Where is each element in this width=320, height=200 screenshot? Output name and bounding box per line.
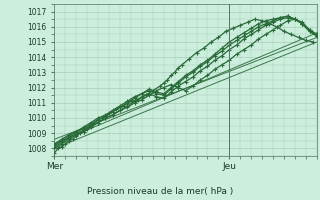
Text: Pression niveau de la mer( hPa ): Pression niveau de la mer( hPa ) xyxy=(87,187,233,196)
